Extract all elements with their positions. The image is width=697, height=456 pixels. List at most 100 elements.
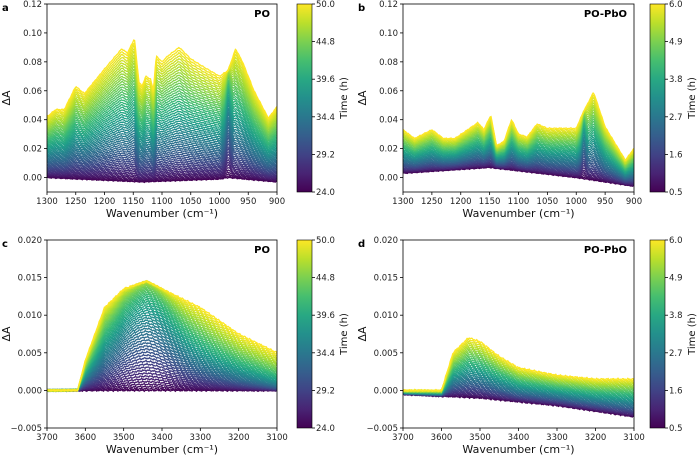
colorbar-tick-label: 2.7 — [669, 349, 683, 359]
spectrum-curve — [403, 109, 634, 165]
colorbar-tick-label: 24.0 — [316, 424, 335, 434]
y-tick-label: 0.04 — [379, 116, 398, 126]
spectrum-curve — [47, 39, 277, 120]
x-tick-label: 3300 — [190, 433, 212, 443]
panel-letter: d — [358, 239, 365, 250]
x-tick-label: 950 — [240, 197, 256, 207]
spectrum-curve — [403, 92, 634, 162]
y-tick-label: 0.000 — [374, 386, 398, 396]
spectrum-curve — [403, 131, 634, 175]
spectrum-curve — [47, 50, 277, 125]
x-tick-label: 1200 — [94, 197, 116, 207]
x-axis-label: Wavenumber (cm⁻¹) — [462, 207, 574, 220]
spectrum-curve — [47, 74, 277, 136]
spectrum-curve — [47, 121, 277, 164]
spectrum-curve — [47, 48, 277, 123]
y-tick-label: 0.015 — [374, 274, 398, 284]
y-tick-label: 0.010 — [374, 311, 398, 321]
spectrum-curve — [47, 161, 277, 178]
y-tick-label: 0.020 — [18, 236, 42, 246]
colorbar-label: Time (h) — [687, 313, 697, 356]
y-tick-label: 0.005 — [374, 349, 398, 359]
x-tick-label: 1250 — [421, 197, 443, 207]
spectrum-curve — [47, 167, 277, 180]
colorbar-tick-label: 4.9 — [669, 274, 683, 284]
y-axis-label: ΔA — [356, 326, 369, 342]
x-tick-label: 3100 — [266, 433, 288, 443]
colorbar-tick-label: 24.0 — [316, 188, 335, 198]
spectrum-curve — [47, 81, 277, 142]
panel-letter: c — [2, 239, 8, 250]
panel-c: 3700 3600 3500 3400 3300 3200 3100 −0.005 0.000 0… — [0, 236, 350, 456]
spectrum-curve — [47, 103, 277, 157]
colorbar-tick-label: 0.5 — [669, 424, 683, 434]
x-tick-label: 1300 — [392, 197, 414, 207]
x-axis-label: Wavenumber (cm⁻¹) — [106, 207, 218, 220]
y-axis-label: ΔA — [0, 90, 13, 106]
spectrum-curve — [47, 84, 277, 145]
colorbar-tick-label: 2.7 — [669, 113, 683, 123]
y-tick-label: 0.10 — [23, 29, 42, 39]
spectrum-curve — [403, 104, 634, 164]
spectrum-curve — [47, 116, 277, 162]
spectrum-curve — [47, 158, 277, 178]
panel-b: 1300 1250 1200 1150 1100 1050 1000 950 900 0.00 0.… — [356, 0, 697, 220]
y-tick-label: 0.010 — [18, 311, 42, 321]
colorbar-tick-label: 4.9 — [669, 38, 683, 48]
x-tick-label: 3500 — [469, 433, 491, 443]
colorbar-tick-label: 3.8 — [669, 75, 683, 85]
colorbar — [296, 3, 313, 193]
y-tick-label: 0.06 — [23, 87, 42, 97]
x-tick-label: 3500 — [113, 433, 135, 443]
x-tick-label: 1050 — [180, 197, 202, 207]
y-tick-label: 0.00 — [379, 174, 398, 184]
spectrum-curve — [47, 126, 277, 166]
y-tick-label: 0.02 — [379, 145, 398, 155]
x-tick-label: 3100 — [623, 433, 645, 443]
colorbar — [649, 3, 666, 193]
colorbar-tick-label: 6.0 — [669, 0, 683, 10]
panel-d: 3700 3600 3500 3400 3300 3200 3100 −0.005 0.000 0… — [356, 236, 697, 456]
spectrum-curve — [47, 175, 277, 183]
spectrum-curve — [47, 279, 277, 393]
spectrum-curve — [47, 147, 277, 174]
colorbar-tick-label: 44.8 — [316, 38, 335, 48]
y-axis-label: ΔA — [356, 90, 369, 106]
colorbar-tick-label: 50.0 — [316, 0, 335, 10]
spectrum-curve — [47, 102, 277, 155]
spectrum-curve — [47, 56, 277, 127]
spectrum-curve — [403, 153, 634, 181]
spectrum-curve — [403, 124, 634, 173]
spectrum-curve — [403, 113, 634, 168]
spectrum-curve — [403, 140, 634, 178]
x-tick-label: 1000 — [565, 197, 587, 207]
spectrum-curve — [403, 116, 634, 169]
x-tick-label: 1150 — [479, 197, 501, 207]
spectrum-curve — [403, 151, 634, 181]
spectrum-curve — [403, 122, 634, 172]
x-tick-label: 950 — [597, 197, 613, 207]
panel-a: 1300 1250 1200 1150 1100 1050 1000 950 900 0.00 0.… — [0, 0, 350, 220]
curves — [47, 279, 277, 393]
spectrum-curve — [47, 171, 277, 182]
x-tick-label: 1000 — [209, 197, 231, 207]
panel-title: PO — [254, 245, 270, 256]
spectrum-curve — [47, 71, 277, 134]
curves — [403, 337, 634, 418]
panel-title: PO-PbO — [584, 245, 627, 256]
x-tick-label: 1100 — [508, 197, 530, 207]
spectrum-curve — [403, 337, 634, 393]
y-tick-label: −0.005 — [367, 424, 398, 434]
colorbar-label: Time (h) — [339, 77, 350, 120]
spectrum-curve — [47, 76, 277, 137]
spectrum-curve — [47, 123, 277, 166]
curves — [47, 39, 277, 184]
colorbar — [296, 239, 313, 429]
spectrum-curve — [47, 107, 277, 158]
spectrum-curve — [47, 146, 277, 173]
x-tick-label: 3700 — [36, 433, 58, 443]
y-tick-label: 0.000 — [18, 386, 42, 396]
spectrum-curve — [47, 74, 277, 135]
x-tick-label: 3300 — [546, 433, 568, 443]
